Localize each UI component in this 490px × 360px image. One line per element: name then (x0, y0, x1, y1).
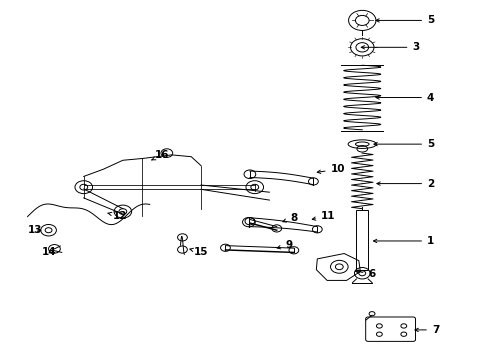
Text: 7: 7 (415, 325, 439, 335)
Text: 12: 12 (108, 211, 128, 221)
Text: 5: 5 (376, 15, 434, 26)
Text: 13: 13 (27, 225, 42, 235)
Text: 11: 11 (312, 211, 335, 221)
Text: 2: 2 (377, 179, 434, 189)
Text: 1: 1 (373, 236, 434, 246)
Bar (356, 211, 368, 270)
Text: 16: 16 (152, 150, 169, 160)
Text: 6: 6 (355, 269, 376, 279)
Text: 8: 8 (283, 213, 297, 222)
FancyBboxPatch shape (366, 317, 416, 341)
Text: 15: 15 (190, 247, 208, 257)
Text: 4: 4 (376, 93, 434, 103)
Text: 14: 14 (42, 247, 57, 257)
Text: 9: 9 (277, 240, 293, 250)
Text: 10: 10 (317, 164, 345, 174)
Text: 5: 5 (374, 139, 434, 149)
Text: 3: 3 (361, 42, 419, 52)
